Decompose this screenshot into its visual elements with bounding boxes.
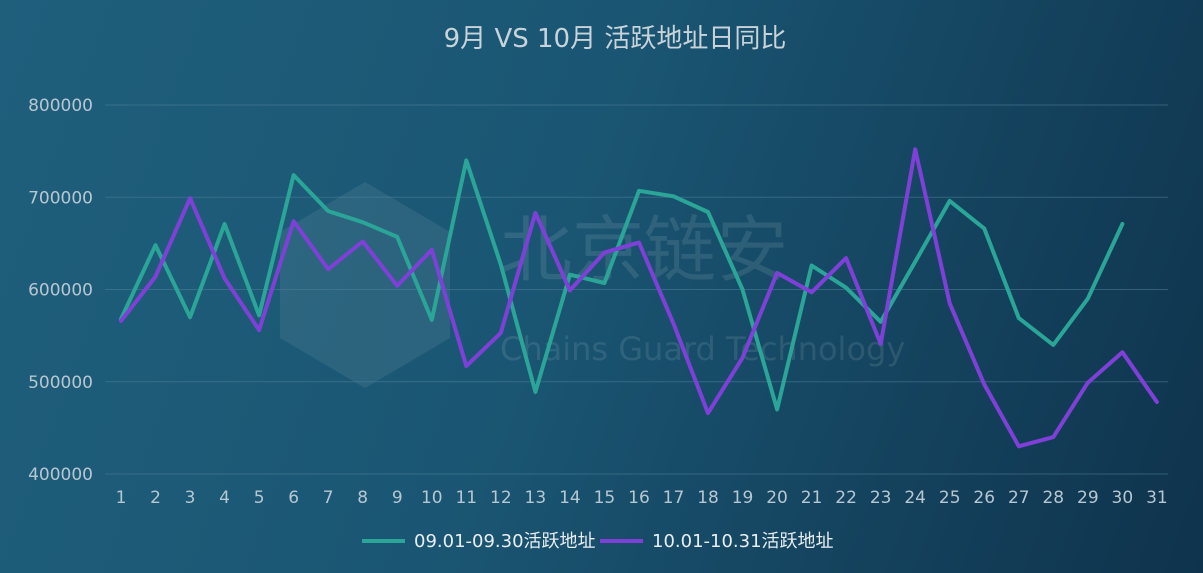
watermark-text-en: Chains Guard Technology xyxy=(500,330,905,368)
y-tick-label: 600000 xyxy=(28,281,93,301)
watermark-logo: 北京链安 Chains Guard Technology xyxy=(280,182,905,388)
y-tick-label: 400000 xyxy=(28,465,93,485)
legend: 09.01-09.30活跃地址 10.01-10.31活跃地址 xyxy=(362,531,834,552)
y-axis-ticks: 400000 500000 600000 700000 800000 xyxy=(28,96,93,485)
x-tick-label: 16 xyxy=(628,488,650,508)
x-tick-label: 27 xyxy=(1008,488,1030,508)
legend-label-series-1: 09.01-09.30活跃地址 xyxy=(414,531,596,552)
x-tick-label: 29 xyxy=(1077,488,1099,508)
chart-title: 9月 VS 10月 活跃地址日同比 xyxy=(444,24,787,54)
x-tick-label: 2 xyxy=(150,488,161,508)
x-tick-label: 23 xyxy=(870,488,892,508)
x-tick-label: 1 xyxy=(116,488,127,508)
x-tick-label: 12 xyxy=(490,488,512,508)
x-tick-label: 9 xyxy=(392,488,403,508)
x-axis-ticks: 1 2 3 4 5 6 7 8 9 10 11 12 13 14 15 16 17 18 19 20 21 22 23 24 2… xyxy=(116,488,1168,508)
x-tick-label: 17 xyxy=(663,488,685,508)
series-line-2[interactable] xyxy=(119,147,1159,449)
x-tick-label: 22 xyxy=(835,488,857,508)
series-lines xyxy=(119,147,1159,449)
x-tick-label: 13 xyxy=(525,488,547,508)
x-tick-label: 15 xyxy=(594,488,616,508)
x-tick-label: 26 xyxy=(973,488,995,508)
x-tick-label: 3 xyxy=(185,488,196,508)
x-tick-label: 11 xyxy=(455,488,477,508)
x-tick-label: 4 xyxy=(219,488,230,508)
legend-item-series-1[interactable]: 09.01-09.30活跃地址 xyxy=(362,531,596,552)
y-tick-label: 800000 xyxy=(28,96,93,116)
x-tick-label: 25 xyxy=(939,488,961,508)
x-tick-label: 31 xyxy=(1146,488,1168,508)
legend-item-series-2[interactable]: 10.01-10.31活跃地址 xyxy=(600,531,834,552)
x-tick-label: 8 xyxy=(357,488,368,508)
x-tick-label: 19 xyxy=(732,488,754,508)
watermark-hexagon-icon xyxy=(280,182,450,388)
x-tick-label: 14 xyxy=(559,488,581,508)
x-tick-label: 5 xyxy=(254,488,265,508)
x-tick-label: 7 xyxy=(323,488,334,508)
x-tick-label: 6 xyxy=(288,488,299,508)
x-tick-label: 10 xyxy=(421,488,443,508)
legend-label-series-2: 10.01-10.31活跃地址 xyxy=(652,531,834,552)
y-tick-label: 500000 xyxy=(28,373,93,393)
series-line-1[interactable] xyxy=(119,158,1125,412)
x-tick-label: 24 xyxy=(904,488,926,508)
y-tick-label: 700000 xyxy=(28,188,93,208)
x-tick-label: 20 xyxy=(766,488,788,508)
x-tick-label: 28 xyxy=(1042,488,1064,508)
x-tick-label: 18 xyxy=(697,488,719,508)
x-tick-label: 30 xyxy=(1112,488,1134,508)
x-tick-label: 21 xyxy=(801,488,823,508)
